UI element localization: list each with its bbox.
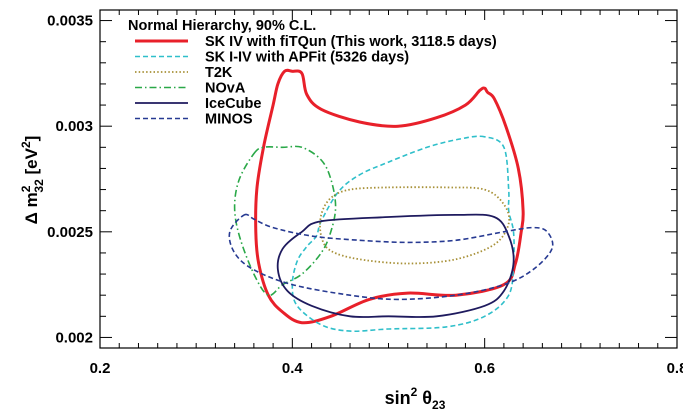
x-axis-title: sin2 θ23 bbox=[385, 385, 446, 412]
contour-icecube bbox=[276, 213, 515, 318]
y-tick-label: 0.002 bbox=[55, 329, 93, 346]
legend-header: Normal Hierarchy, 90% C.L. bbox=[128, 18, 316, 34]
plot-frame bbox=[99, 9, 678, 349]
plot-background bbox=[99, 9, 678, 349]
legend-label: MINOS bbox=[205, 112, 253, 128]
axis-ticks bbox=[99, 10, 678, 348]
legend-label: IceCube bbox=[205, 96, 261, 112]
x-tick-label: 0.4 bbox=[282, 360, 304, 377]
legend-label: NOvA bbox=[205, 81, 246, 97]
legend-label: SK I-IV with APFit (5326 days) bbox=[205, 50, 409, 66]
legend-label: SK IV with fiTQun (This work, 3118.5 day… bbox=[205, 34, 497, 50]
legend: Normal Hierarchy, 90% C.L. SK IV with fi… bbox=[128, 18, 497, 128]
y-tick-label: 0.0035 bbox=[47, 13, 93, 30]
x-tick-label: 0.6 bbox=[474, 360, 495, 377]
y-tick-label: 0.0025 bbox=[47, 224, 93, 241]
contour-sk-iv-with-fitqun-this-work-31 bbox=[254, 68, 525, 325]
contour-sk-i-iv-with-apfit-5326-days bbox=[291, 135, 515, 333]
x-tick-label: 0.8 bbox=[667, 360, 683, 377]
contour-t2k bbox=[319, 186, 511, 265]
contour-curves bbox=[228, 68, 554, 333]
x-tick-label: 0.2 bbox=[90, 360, 111, 377]
tick-labels: 0.2 0.4 0.6 0.8 0.002 0.0025 0.003 0.0035 bbox=[47, 13, 683, 377]
y-tick-label: 0.003 bbox=[55, 118, 93, 135]
y-axis-title: Δ m232 [eV2] bbox=[19, 136, 46, 225]
contour-nova bbox=[233, 145, 337, 297]
legend-label: T2K bbox=[205, 65, 233, 81]
contour-minos bbox=[228, 213, 554, 301]
